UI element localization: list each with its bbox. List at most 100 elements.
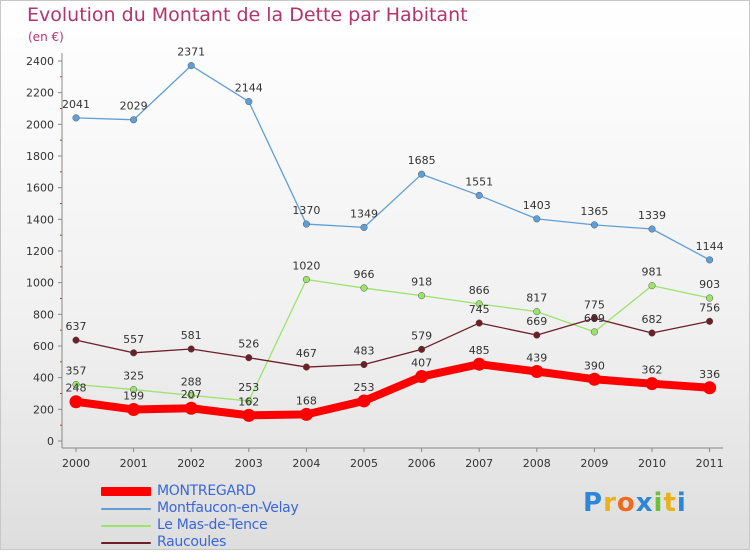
x-tick-label: 2007: [465, 457, 493, 470]
data-point: [530, 364, 544, 378]
legend-swatch-montfaucon: [101, 508, 151, 510]
y-tick-label: 1600: [26, 182, 54, 195]
data-point: [130, 116, 138, 124]
data-label: 1403: [523, 199, 551, 212]
data-label: 557: [123, 333, 144, 346]
data-point: [415, 370, 429, 384]
data-point: [472, 357, 486, 371]
x-tick-label: 2003: [235, 457, 263, 470]
x-tick-label: 2006: [408, 457, 436, 470]
legend-label: Le Mas-de-Tence: [157, 517, 268, 533]
data-label: 2371: [177, 46, 205, 59]
legend-swatch-raucoules: [101, 542, 151, 544]
y-tick-label: 200: [33, 403, 54, 416]
data-point: [590, 221, 598, 229]
data-label: 817: [526, 292, 547, 305]
legend-swatch-montregard: [101, 487, 151, 496]
data-point: [418, 345, 426, 353]
data-point: [187, 62, 195, 70]
x-tick-label: 2010: [638, 457, 666, 470]
data-label: 903: [699, 278, 720, 291]
data-point: [184, 401, 198, 415]
data-label: 253: [354, 381, 375, 394]
x-tick-label: 2002: [177, 457, 205, 470]
data-point: [299, 407, 313, 421]
data-label: 918: [411, 276, 432, 289]
y-tick-label: 2400: [26, 55, 54, 68]
series-line: [75, 317, 711, 368]
data-label: 1370: [292, 204, 320, 217]
data-point: [648, 225, 656, 233]
x-tick-label: 2011: [696, 457, 724, 470]
logo-letter: i: [676, 488, 687, 518]
data-label: 526: [238, 338, 259, 351]
data-point: [418, 170, 426, 178]
data-label: 407: [411, 357, 432, 370]
data-point: [130, 349, 138, 357]
data-label: 1551: [465, 175, 493, 188]
data-point: [475, 191, 483, 199]
data-point: [418, 292, 426, 300]
data-point: [357, 394, 371, 408]
data-point: [302, 220, 310, 228]
data-label: 467: [296, 347, 317, 360]
data-label: 981: [642, 266, 663, 279]
data-label: 288: [181, 375, 202, 388]
x-tick-label: 2005: [350, 457, 378, 470]
data-point: [72, 380, 80, 389]
y-tick-label: 1200: [26, 245, 54, 258]
data-label: 966: [354, 268, 375, 281]
legend-label: MONTREGARD: [157, 483, 256, 499]
data-label: 637: [66, 320, 87, 333]
x-tick-label: 2001: [120, 457, 148, 470]
x-tick-label: 2000: [62, 457, 90, 470]
data-label: 199: [123, 389, 144, 402]
data-point: [302, 275, 310, 284]
data-label: 1685: [408, 154, 436, 167]
data-point: [360, 360, 368, 369]
data-point: [242, 408, 256, 422]
series-line: [75, 64, 711, 261]
data-point: [590, 314, 598, 322]
data-point: [706, 256, 714, 264]
data-label: 2144: [235, 82, 263, 95]
y-tick-label: 1000: [26, 277, 54, 290]
x-tick-label: 2008: [523, 457, 551, 470]
data-point: [72, 336, 80, 344]
data-point: [706, 294, 714, 302]
x-tick-label: 2004: [292, 457, 320, 470]
data-label: 756: [699, 301, 720, 314]
data-point: [475, 319, 483, 327]
data-point: [245, 397, 253, 405]
data-point: [533, 308, 541, 316]
data-point: [587, 372, 601, 386]
legend-label: Raucoules: [157, 534, 227, 550]
data-point: [245, 354, 253, 362]
data-point: [127, 402, 141, 416]
logo-letter: P: [583, 488, 604, 518]
data-point: [72, 114, 80, 122]
data-label: 689: [584, 312, 605, 325]
legend-swatch-le-mas-de-tence: [101, 525, 151, 527]
y-tick-label: 2200: [26, 87, 54, 100]
data-label: 439: [526, 351, 547, 364]
logo-letter: o: [616, 488, 636, 518]
data-label: 336: [699, 368, 720, 381]
logo-letter: i: [653, 488, 664, 518]
data-point: [475, 300, 483, 308]
data-label: 248: [66, 382, 87, 395]
proxiti-logo: Proxiti: [583, 488, 687, 518]
data-label: 362: [642, 364, 663, 377]
data-label: 745: [469, 303, 490, 316]
y-tick-label: 0: [47, 435, 54, 448]
data-label: 390: [584, 359, 605, 372]
data-point: [648, 282, 656, 290]
y-tick-label: 400: [33, 372, 54, 385]
x-tick-label: 2009: [580, 457, 608, 470]
data-label: 1365: [580, 205, 608, 218]
y-tick-label: 2000: [26, 118, 54, 131]
data-label: 168: [296, 394, 317, 407]
chart-unit: (en €): [28, 30, 64, 44]
y-tick-label: 800: [33, 308, 54, 321]
